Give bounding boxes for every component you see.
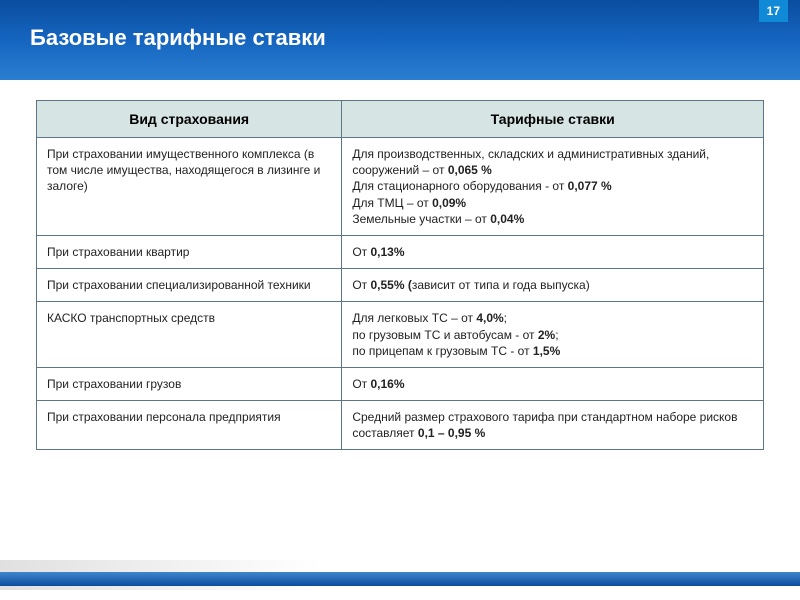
rate-value: 1,5% — [533, 344, 560, 358]
cell-rate: От 0,16% — [342, 367, 764, 400]
rate-value: 0,077 % — [568, 179, 612, 193]
page-title: Базовые тарифные ставки — [30, 25, 800, 51]
table-row: При страховании квартирОт 0,13% — [37, 235, 764, 268]
cell-rate: От 0,55% (зависит от типа и года выпуска… — [342, 269, 764, 302]
rate-value: 4,0% — [476, 311, 503, 325]
footer-stripe — [0, 572, 800, 586]
cell-insurance-type: При страховании грузов — [37, 367, 342, 400]
column-header-type: Вид страхования — [37, 101, 342, 138]
rates-table: Вид страхования Тарифные ставки При стра… — [36, 100, 764, 450]
content-area: Вид страхования Тарифные ставки При стра… — [0, 80, 800, 450]
header-bar: 17 Базовые тарифные ставки — [0, 0, 800, 80]
rate-value: 0,16% — [371, 377, 405, 391]
rate-value: 0,13% — [371, 245, 405, 259]
table-row: КАСКО транспортных средствДля легковых Т… — [37, 302, 764, 368]
page-number-badge: 17 — [759, 0, 788, 22]
table-row: При страховании имущественного комплекса… — [37, 138, 764, 236]
rate-value: 0,55% ( — [371, 278, 412, 292]
cell-insurance-type: При страховании специализированной техни… — [37, 269, 342, 302]
rate-value: 2% — [538, 328, 555, 342]
table-row: При страховании специализированной техни… — [37, 269, 764, 302]
rate-value: 0,065 % — [448, 163, 492, 177]
table-row: При страховании персонала предприятияСре… — [37, 401, 764, 450]
cell-insurance-type: При страховании квартир — [37, 235, 342, 268]
rate-value: 0,04% — [490, 212, 524, 226]
cell-rate: От 0,13% — [342, 235, 764, 268]
cell-insurance-type: При страховании имущественного комплекса… — [37, 138, 342, 236]
cell-insurance-type: КАСКО транспортных средств — [37, 302, 342, 368]
cell-rate: Средний размер страхового тарифа при ста… — [342, 401, 764, 450]
rate-value: 0,09% — [432, 196, 466, 210]
cell-rate: Для легковых ТС – от 4,0%;по грузовым ТС… — [342, 302, 764, 368]
table-header-row: Вид страхования Тарифные ставки — [37, 101, 764, 138]
footer-bar — [0, 560, 800, 590]
rate-value: 0,1 – 0,95 % — [418, 426, 485, 440]
table-body: При страховании имущественного комплекса… — [37, 138, 764, 450]
cell-insurance-type: При страховании персонала предприятия — [37, 401, 342, 450]
cell-rate: Для производственных, складских и админи… — [342, 138, 764, 236]
column-header-rate: Тарифные ставки — [342, 101, 764, 138]
table-row: При страховании грузовОт 0,16% — [37, 367, 764, 400]
